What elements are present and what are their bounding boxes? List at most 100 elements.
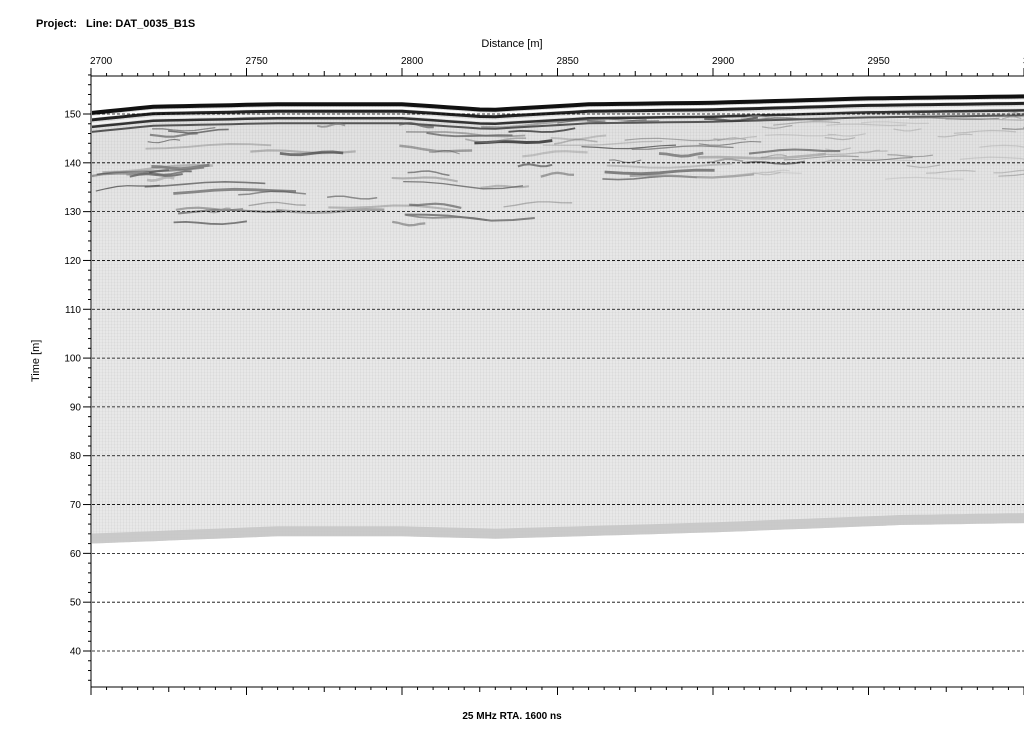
subsurface-reflector: [173, 220, 248, 226]
y-tick-label: 150: [64, 110, 81, 121]
subsurface-reflector: [826, 123, 907, 127]
subsurface-reflector: [604, 168, 715, 176]
subsurface-reflector: [706, 158, 744, 164]
subsurface-reflector: [129, 172, 183, 178]
subsurface-reflector: [608, 159, 642, 164]
subsurface-reflector: [606, 162, 733, 169]
subsurface-reflector: [409, 202, 462, 209]
subsurface-reflector: [426, 131, 513, 138]
subsurface-reflector: [581, 144, 677, 150]
subsurface-reflector: [175, 206, 244, 212]
subsurface-reflector: [145, 143, 272, 150]
subsurface-reflector: [550, 134, 607, 141]
subsurface-reflector: [861, 121, 929, 125]
subsurface-reflector: [316, 123, 346, 128]
surface-reflection-band: [92, 106, 1024, 125]
subsurface-reflector: [937, 133, 973, 138]
surface-reflection-band: [92, 109, 1024, 129]
subsurface-reflector: [993, 169, 1024, 174]
subsurface-reflector: [748, 148, 841, 155]
subsurface-reflector: [786, 117, 843, 121]
subsurface-reflector: [959, 156, 1024, 160]
subsurface-reflector: [631, 145, 734, 150]
y-tick-label: 110: [65, 305, 81, 316]
y-tick-label: 40: [70, 647, 82, 658]
subsurface-reflector: [698, 140, 762, 146]
subsurface-reflector: [1003, 113, 1024, 117]
x-tick-label: 2950: [868, 56, 891, 67]
surface-reflection-band: [92, 101, 1024, 122]
x-tick-label: 2700: [90, 56, 113, 67]
subsurface-reflector: [783, 155, 859, 161]
y-tick-label: 100: [64, 354, 81, 365]
subsurface-reflector: [906, 164, 941, 169]
x-tick-label: 2750: [246, 56, 269, 67]
subsurface-reflector: [508, 127, 576, 133]
x-tick-label: 2800: [401, 56, 424, 67]
subsurface-reflector: [428, 149, 460, 155]
subsurface-reflector: [658, 151, 704, 158]
subsurface-reflector: [149, 170, 192, 176]
y-tick-label: 50: [70, 598, 82, 609]
subsurface-reflector: [998, 173, 1024, 177]
subsurface-reflector: [827, 158, 917, 163]
subsurface-reflector: [906, 111, 926, 116]
y-tick-label: 70: [70, 500, 82, 511]
subsurface-reflector: [391, 176, 458, 183]
subsurface-reflector: [624, 137, 726, 142]
subsurface-reflector: [736, 171, 802, 176]
subsurface-reflector: [405, 131, 526, 138]
subsurface-reflector: [522, 150, 588, 158]
subsurface-reflector: [825, 147, 852, 152]
subsurface-reflector: [517, 163, 553, 168]
project-label: Project:: [36, 18, 77, 30]
subsurface-reflector: [102, 163, 213, 174]
subsurface-reflector: [480, 184, 530, 189]
subsurface-reflector: [925, 169, 976, 174]
subsurface-reflector: [407, 170, 450, 177]
surface-reflection-band: [92, 114, 1024, 133]
subsurface-reflector: [773, 120, 841, 126]
subsurface-reflector: [760, 154, 787, 159]
subsurface-reflector: [95, 184, 160, 192]
subsurface-reflector: [403, 180, 524, 190]
bottom-horizon-band: [92, 513, 1024, 544]
surface-reflection-band: [92, 99, 1024, 118]
y-tick-label: 90: [70, 402, 82, 413]
subsurface-reflector: [465, 137, 527, 144]
subsurface-reflector: [92, 168, 170, 178]
subsurface-reflector: [887, 154, 933, 158]
subsurface-reflector: [586, 118, 647, 125]
subsurface-reflector: [697, 152, 827, 160]
subsurface-reflector: [542, 140, 663, 146]
y-tick-label: 130: [64, 207, 81, 218]
footer-caption: 25 MHz RTA. 1600 ns: [462, 711, 562, 722]
subsurface-reflector: [824, 137, 856, 141]
subsurface-reflector: [760, 169, 790, 174]
subsurface-reflector: [1002, 126, 1024, 130]
subsurface-reflector: [1002, 116, 1022, 120]
subsurface-reflector: [328, 204, 460, 212]
subsurface-reflector: [146, 175, 175, 182]
subsurface-reflector: [405, 214, 488, 221]
subsurface-reflector: [398, 121, 434, 129]
subsurface-reflector: [392, 220, 426, 227]
subsurface-reflector: [151, 163, 210, 171]
line-label: Line: DAT_0035_B1S: [86, 18, 196, 30]
y-tick-label: 80: [70, 451, 82, 462]
subsurface-reflector: [885, 176, 964, 180]
subsurface-reflector: [553, 138, 598, 145]
subsurface-reflector: [152, 126, 216, 132]
x-tick-label: 2850: [557, 56, 580, 67]
subsurface-reflector: [752, 171, 781, 176]
y-tick-label: 60: [70, 549, 82, 560]
subsurface-reflector: [979, 144, 1024, 148]
subsurface-reflector: [909, 117, 1000, 120]
subsurface-reflector: [503, 201, 573, 208]
x-axis-title: Distance [m]: [481, 38, 543, 50]
subsurface-reflector: [540, 171, 575, 178]
subsurface-reflector: [279, 150, 344, 157]
subsurface-reflector: [764, 133, 836, 137]
subsurface-reflector: [629, 173, 755, 179]
